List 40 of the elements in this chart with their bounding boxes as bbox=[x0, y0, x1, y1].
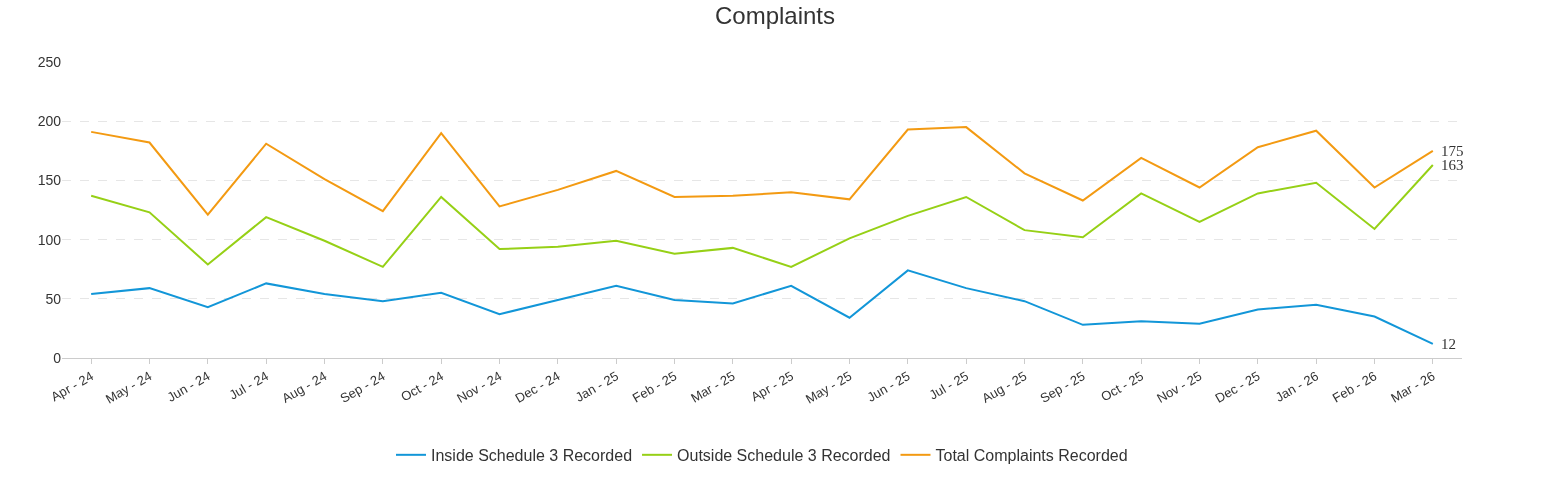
x-tick-label: Nov - 24 bbox=[454, 368, 505, 406]
x-tick-label: Jun - 25 bbox=[864, 368, 913, 405]
x-tick-label: Feb - 25 bbox=[629, 368, 680, 406]
x-tick-label: Aug - 25 bbox=[979, 368, 1030, 406]
x-tick-label: Aug - 24 bbox=[279, 368, 330, 406]
x-tick-label: Apr - 24 bbox=[48, 368, 96, 405]
x-tick-label: Dec - 24 bbox=[512, 368, 563, 406]
legend-label: Inside Schedule 3 Recorded bbox=[431, 447, 633, 465]
line-series bbox=[90, 269, 1434, 345]
x-tick-label: Mar - 26 bbox=[1388, 368, 1438, 406]
x-tick-label: Mar - 25 bbox=[688, 368, 738, 406]
y-tick-label: 150 bbox=[37, 172, 62, 189]
x-tick-label: Feb - 26 bbox=[1329, 368, 1380, 406]
x-tick-label: Nov - 25 bbox=[1154, 368, 1205, 406]
data-label: 163 bbox=[1441, 157, 1464, 173]
y-tick-label: 50 bbox=[45, 290, 62, 307]
chart-title: Complaints bbox=[714, 2, 836, 30]
x-tick-label: Apr - 25 bbox=[748, 368, 796, 405]
x-tick-label: May - 25 bbox=[802, 368, 855, 407]
x-tick-label: Oct - 25 bbox=[1098, 368, 1146, 405]
legend-label: Total Complaints Recorded bbox=[935, 447, 1128, 465]
x-tick-label: Dec - 25 bbox=[1212, 368, 1263, 406]
data-label: 175 bbox=[1441, 143, 1464, 159]
x-tick-label: Jul - 24 bbox=[226, 368, 271, 403]
legend-label: Outside Schedule 3 Recorded bbox=[677, 447, 891, 465]
line-series bbox=[90, 126, 1434, 216]
y-tick-label: 100 bbox=[37, 231, 62, 248]
line-series bbox=[90, 164, 1434, 268]
x-tick-label: Sep - 24 bbox=[337, 368, 388, 406]
data-label: 12 bbox=[1441, 336, 1456, 352]
x-tick-label: Jan - 25 bbox=[572, 368, 621, 405]
y-tick-label: 200 bbox=[37, 113, 62, 130]
x-tick-label: Sep - 25 bbox=[1037, 368, 1088, 406]
x-tick-label: Jan - 26 bbox=[1272, 368, 1321, 405]
y-tick-label: 0 bbox=[53, 349, 62, 366]
x-tick-label: Jun - 24 bbox=[164, 368, 213, 405]
x-tick-label: Jul - 25 bbox=[926, 368, 971, 403]
x-tick-label: Oct - 24 bbox=[398, 368, 446, 405]
x-tick-label: May - 24 bbox=[102, 368, 155, 407]
y-tick-label: 250 bbox=[37, 53, 62, 70]
